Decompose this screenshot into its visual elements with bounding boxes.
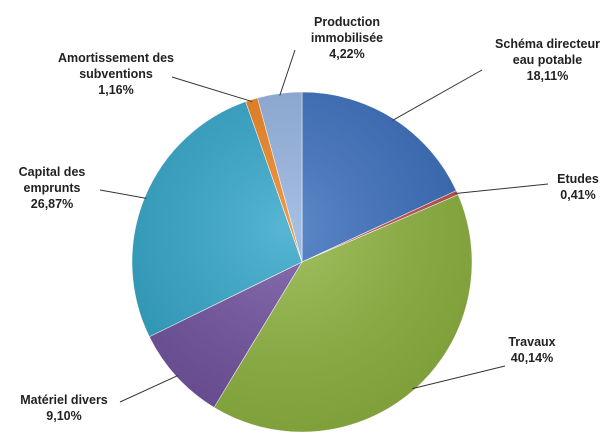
slice-label: Capital des emprunts 26,87% bbox=[2, 164, 102, 212]
leader-line bbox=[279, 49, 296, 96]
value-label: 18,11% bbox=[526, 69, 569, 83]
category-label: Schéma directeur eau potable bbox=[495, 37, 600, 67]
slice-label: Matériel divers 9,10% bbox=[4, 392, 124, 424]
category-label: Travaux bbox=[508, 335, 556, 349]
category-label: Matériel divers bbox=[20, 393, 108, 407]
leader-line bbox=[455, 183, 549, 194]
slice-label: Etudes 0,41% bbox=[548, 171, 608, 203]
value-label: 4,22% bbox=[329, 47, 365, 61]
value-label: 1,16% bbox=[98, 83, 134, 97]
leader-line bbox=[99, 189, 147, 199]
category-label: Capital des emprunts bbox=[18, 165, 86, 195]
slice-label: Travaux 40,14% bbox=[497, 334, 567, 366]
leader-line bbox=[119, 374, 179, 403]
slice-label: Schéma directeur eau potable 18,11% bbox=[485, 36, 610, 84]
category-label: Etudes bbox=[557, 172, 599, 186]
value-label: 26,87% bbox=[30, 197, 74, 211]
leader-line bbox=[171, 76, 253, 103]
category-label: Production immobilisée bbox=[310, 15, 384, 45]
slice-label: Amortissement des subventions 1,16% bbox=[56, 50, 176, 98]
category-label: Amortissement des subventions bbox=[57, 51, 174, 81]
value-label: 40,14% bbox=[510, 351, 554, 365]
leader-line bbox=[392, 69, 483, 121]
value-label: 9,10% bbox=[46, 409, 82, 423]
value-label: 0,41% bbox=[560, 188, 596, 202]
slice-label: Production immobilisée 4,22% bbox=[296, 14, 398, 62]
